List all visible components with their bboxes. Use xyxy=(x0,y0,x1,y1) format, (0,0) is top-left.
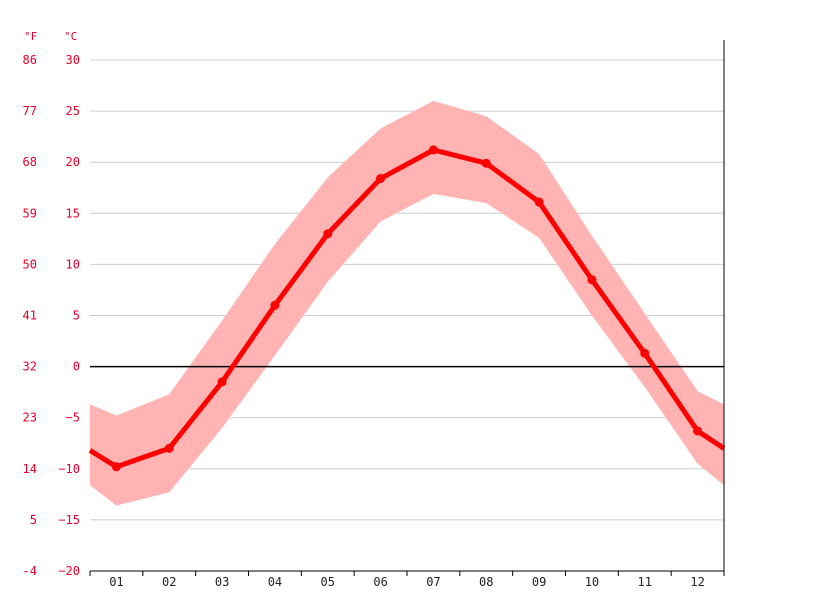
x-tick-label: 11 xyxy=(638,575,652,589)
x-tick-label: 02 xyxy=(162,575,176,589)
x-tick-label: 01 xyxy=(109,575,123,589)
data-point xyxy=(428,145,438,155)
x-tick-label: 03 xyxy=(215,575,229,589)
fahrenheit-unit-label: °F xyxy=(24,30,37,43)
y-tick-label-fahrenheit: 68 xyxy=(23,155,37,169)
y-tick-label-celsius: 15 xyxy=(66,206,80,220)
y-tick-label-fahrenheit: 5 xyxy=(30,513,37,527)
data-point xyxy=(164,443,174,453)
y-tick-label-celsius: −10 xyxy=(58,462,80,476)
y-tick-label-fahrenheit: 77 xyxy=(23,104,37,118)
y-tick-label-celsius: 10 xyxy=(66,257,80,271)
x-tick-label: 10 xyxy=(585,575,599,589)
y-tick-label-fahrenheit: 23 xyxy=(23,411,37,425)
y-tick-label-celsius: −15 xyxy=(58,513,80,527)
data-point xyxy=(111,462,121,472)
x-tick-label: 09 xyxy=(532,575,546,589)
data-point xyxy=(481,158,491,168)
data-point xyxy=(587,275,597,285)
y-tick-label-fahrenheit: 41 xyxy=(23,309,37,323)
x-tick-label: 07 xyxy=(426,575,440,589)
data-point xyxy=(217,377,227,387)
x-tick-label: 08 xyxy=(479,575,493,589)
band-layer xyxy=(90,100,724,506)
temperature-range-band xyxy=(90,100,724,506)
y-tick-label-celsius: 20 xyxy=(66,155,80,169)
y-tick-label-fahrenheit: 14 xyxy=(23,462,37,476)
line-layer xyxy=(88,145,726,472)
data-point xyxy=(323,229,333,239)
data-point xyxy=(693,426,703,436)
y-tick-label-celsius: 0 xyxy=(73,360,80,374)
y-tick-label-celsius: 5 xyxy=(73,309,80,323)
x-tick-label: 06 xyxy=(373,575,387,589)
x-tick-label: 05 xyxy=(321,575,335,589)
y-tick-label-celsius: −20 xyxy=(58,564,80,578)
data-point xyxy=(640,348,650,358)
y-tick-label-fahrenheit: -4 xyxy=(23,564,37,578)
y-tick-label-fahrenheit: 59 xyxy=(23,206,37,220)
data-point xyxy=(534,197,544,207)
y-tick-label-fahrenheit: 32 xyxy=(23,360,37,374)
average-temperature-line xyxy=(88,147,726,470)
y-tick-label-celsius: 30 xyxy=(66,53,80,67)
data-point xyxy=(376,174,386,184)
axis-layer: 30862577206815591050541032−523−1014−155−… xyxy=(23,40,725,589)
y-tick-label-fahrenheit: 50 xyxy=(23,257,37,271)
celsius-unit-label: °C xyxy=(64,30,77,43)
x-tick-label: 12 xyxy=(690,575,704,589)
y-tick-label-celsius: −5 xyxy=(66,411,80,425)
data-point xyxy=(270,300,280,310)
y-tick-label-celsius: 25 xyxy=(66,104,80,118)
y-tick-label-fahrenheit: 86 xyxy=(23,53,37,67)
x-tick-label: 04 xyxy=(268,575,282,589)
